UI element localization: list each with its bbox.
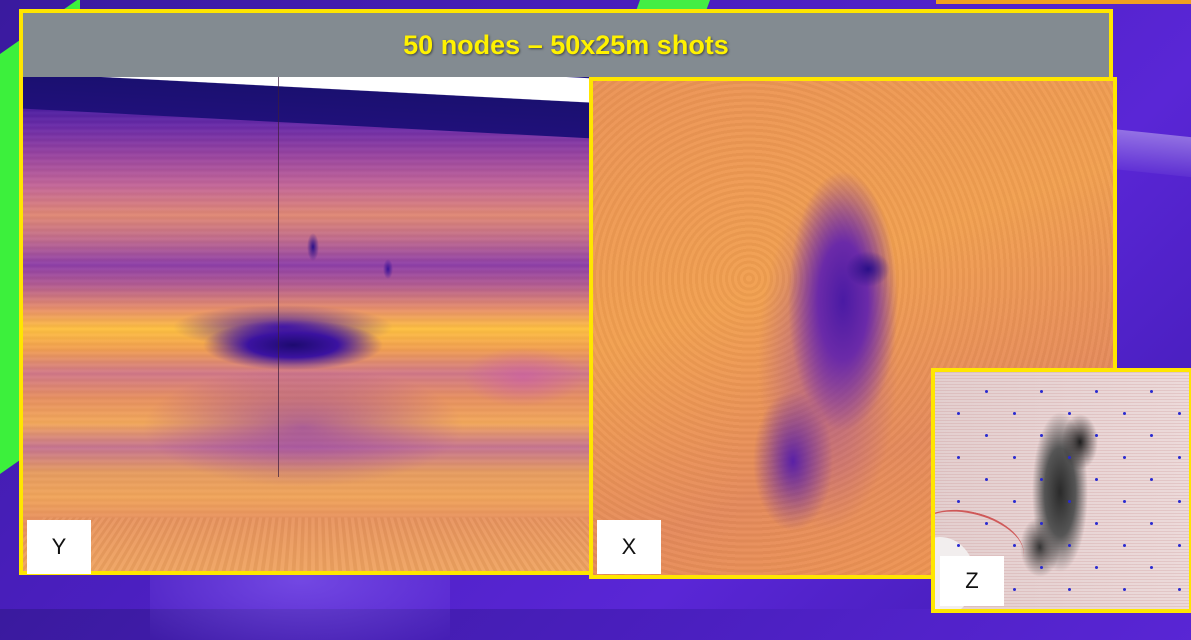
node-dot: [957, 544, 960, 547]
cube-edge-line: [278, 77, 279, 477]
node-dot: [1068, 544, 1071, 547]
node-dot: [1013, 412, 1016, 415]
node-dot: [1095, 478, 1098, 481]
node-dot: [1123, 456, 1126, 459]
node-dot: [1013, 588, 1016, 591]
cube-floor: [23, 517, 589, 571]
background-light-stripe: [1110, 128, 1191, 182]
background-orange-bar: [936, 0, 1191, 4]
panel-top-edge: [23, 77, 589, 141]
node-dot: [1123, 500, 1126, 503]
node-dot: [1040, 434, 1043, 437]
node-dot: [1178, 544, 1181, 547]
node-dot: [1178, 412, 1181, 415]
z-axis-label: Z: [940, 556, 1004, 606]
node-dot: [1013, 544, 1016, 547]
node-dot: [1123, 412, 1126, 415]
y-axis-label: Y: [27, 520, 91, 574]
title-bar: 50 nodes – 50x25m shots: [23, 13, 1109, 77]
node-dot: [985, 390, 988, 393]
node-dot: [1068, 500, 1071, 503]
node-dot: [1095, 434, 1098, 437]
node-dot: [1068, 588, 1071, 591]
node-dot: [957, 500, 960, 503]
node-dot: [1040, 390, 1043, 393]
node-dot: [1123, 588, 1126, 591]
node-dot: [1095, 522, 1098, 525]
node-dot: [1068, 456, 1071, 459]
node-dot: [957, 456, 960, 459]
node-dot: [1040, 566, 1043, 569]
node-dot: [1178, 588, 1181, 591]
slide-title: 50 nodes – 50x25m shots: [403, 29, 729, 60]
node-dot: [1013, 500, 1016, 503]
node-dot: [1178, 456, 1181, 459]
node-dot: [1150, 478, 1153, 481]
node-dot: [1123, 544, 1126, 547]
y-section-image: [23, 77, 589, 571]
node-dot: [1040, 522, 1043, 525]
node-dot: [957, 412, 960, 415]
node-dot: [1150, 390, 1153, 393]
node-dot: [1150, 434, 1153, 437]
x-axis-label: X: [597, 520, 661, 574]
node-dot: [1150, 522, 1153, 525]
node-dot: [1095, 566, 1098, 569]
node-dot: [1095, 390, 1098, 393]
node-dot: [1068, 412, 1071, 415]
node-dot: [1040, 478, 1043, 481]
node-dot: [1013, 456, 1016, 459]
node-dot: [985, 522, 988, 525]
node-dot: [985, 478, 988, 481]
node-dot: [985, 434, 988, 437]
node-dot: [1178, 500, 1181, 503]
node-dot: [1150, 566, 1153, 569]
